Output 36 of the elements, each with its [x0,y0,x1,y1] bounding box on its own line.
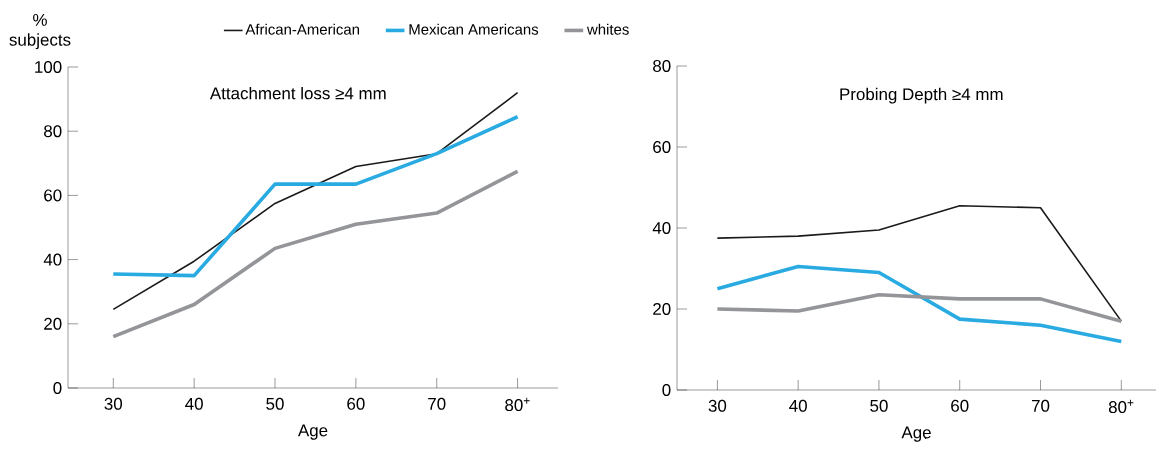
text: Attachment loss ≥4 mm [209,86,386,100]
text: Probing Depth ≥4 mm [840,87,1003,104]
y-tick-label: 60 [44,189,62,202]
legend-label: whites [586,23,629,35]
y-tick-label: 40 [43,253,62,266]
x-tick-label: 70 [428,397,446,410]
x-tick-label: 60 [347,397,365,410]
x-tick-label: 30 [104,397,123,410]
x-tick-label: 50 [870,399,888,412]
y-tick-label: 0 [662,384,671,396]
line-series [111,114,520,278]
x-tick-label: 40 [789,399,807,412]
line-series [111,169,520,339]
legend-label: African-American [245,23,360,35]
line-series [715,264,1124,344]
y-tick-label: 80 [653,60,671,73]
y-tick-label: 40 [652,222,671,234]
x-tick-label: 40 [185,397,203,410]
y-tick-label: 0 [53,382,62,394]
x-axis-title: Age [297,424,328,440]
x-tick-label: 80$^{+}$ [1108,399,1134,414]
line-series [715,293,1124,323]
x-tick-label: 80$^{+}$ [505,397,530,412]
legend-label: Mexican Americans [409,23,539,35]
y-tick-label: 100 [35,61,62,73]
x-tick-label: 30 [708,399,727,412]
line-series [716,204,1123,322]
x-tick-label: 70 [1031,399,1050,412]
y-tick-label: 20 [44,317,62,330]
x-axis-title: Age [901,426,931,442]
x-tick-label: 50 [266,397,284,410]
y-tick-label: 60 [653,141,671,153]
y-tick-label: 80 [44,125,62,138]
y-tick-label: 20 [653,303,671,315]
x-tick-label: 60 [951,399,969,412]
y-axis-title: % subjects [9,13,71,50]
